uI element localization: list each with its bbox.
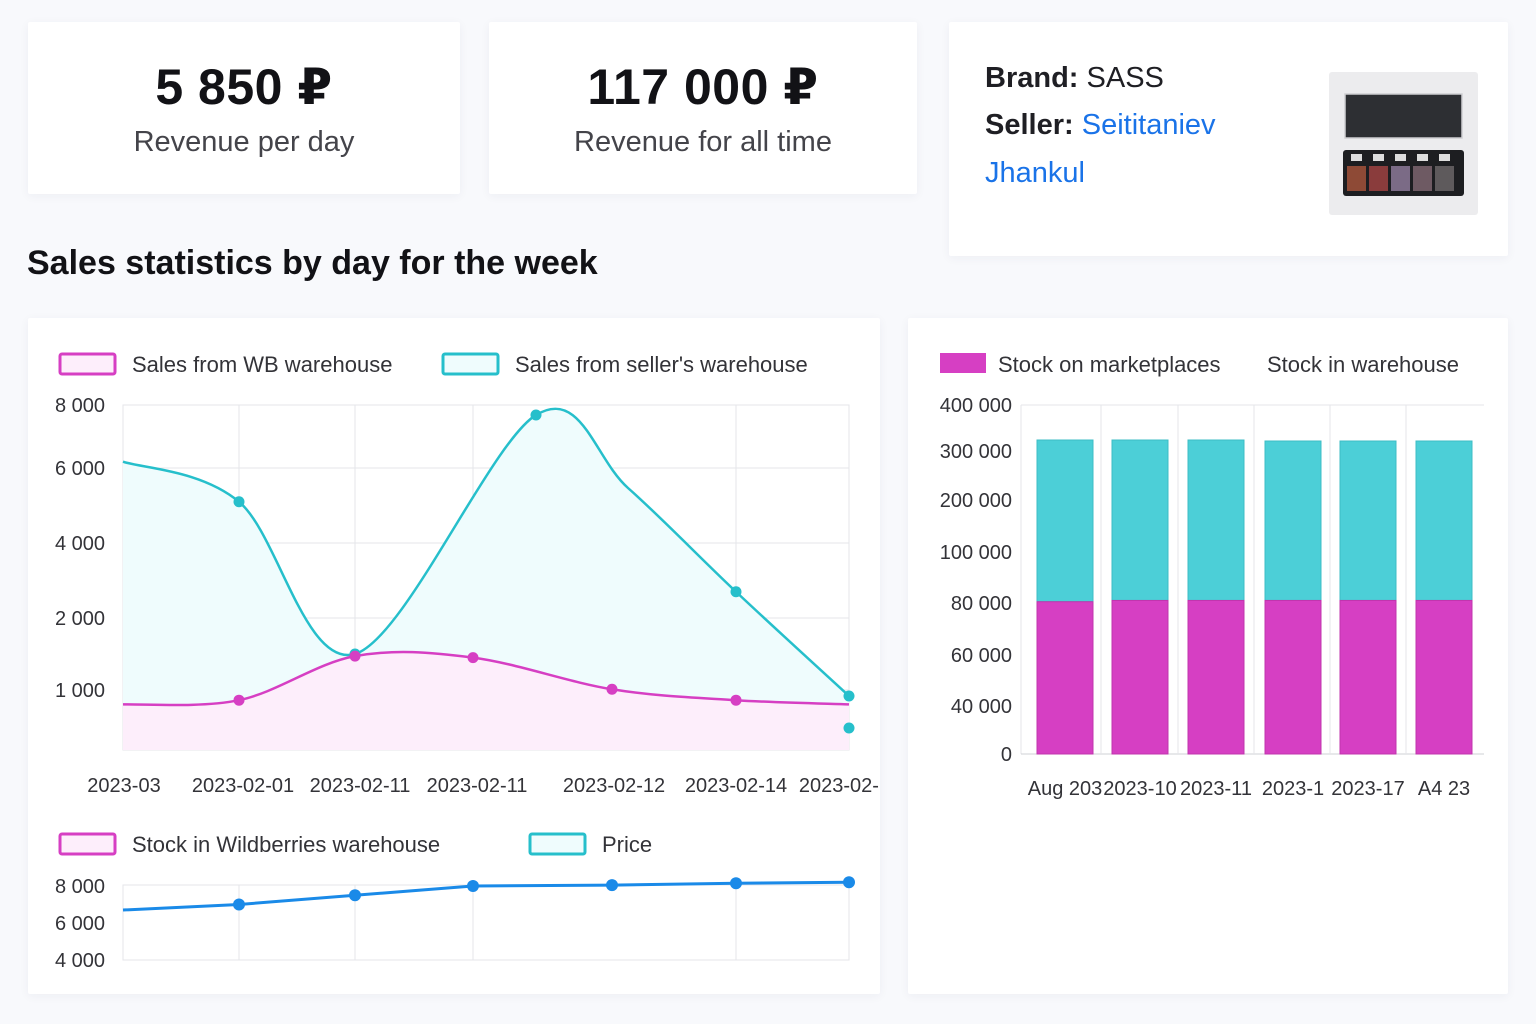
- price-point-2: [349, 889, 361, 902]
- sales-x-tick-7: 2023-02-14: [799, 775, 880, 797]
- sales-y-tick-0: 8 000: [55, 395, 105, 417]
- brand-value: SASS: [1086, 62, 1164, 94]
- stock-bar-marketplaces-4: [1339, 599, 1397, 755]
- product-image[interactable]: [1329, 72, 1478, 215]
- revenue-per-day-value: 5 850 ₽: [155, 59, 333, 115]
- price-point-3: [467, 880, 479, 892]
- sales-y-tick-3: 2 000: [55, 608, 105, 630]
- stock-x-tick-1: 2023-10: [1103, 778, 1176, 800]
- sales-x-tick-6: 2023-02-14: [685, 775, 787, 797]
- sales-y-tick-1: 6 000: [55, 458, 105, 480]
- sales-y-tick-2: 4 000: [55, 533, 105, 555]
- stock-x-tick-5: A4 23: [1418, 778, 1470, 800]
- stock-bar-warehouse-1: [1111, 439, 1169, 601]
- revenue-per-day-label: Revenue per day: [133, 126, 355, 158]
- stock-x-tick-0: Aug 203: [1028, 778, 1103, 800]
- wb-sales-point-2: [349, 650, 361, 662]
- stock-bar-marketplaces-0: [1036, 601, 1094, 755]
- seller-link-line1[interactable]: Seititaniev: [1081, 109, 1216, 141]
- sales-x-tick-3: 2023-02-11: [427, 775, 528, 797]
- stock-bar-marketplaces-3: [1264, 599, 1322, 755]
- stock-y-tick-3: 100 000: [940, 542, 1012, 564]
- seller-sales-point-1: [233, 496, 245, 508]
- stock-bar-marketplaces-5: [1415, 599, 1473, 755]
- stock-x-tick-2: 2023-11: [1180, 778, 1252, 800]
- legend-wb-stock-swatch: [58, 832, 117, 856]
- wb-sales-point-3: [467, 652, 479, 664]
- seller-sales-point-6: [843, 690, 855, 702]
- revenue-all-time-value: 117 000 ₽: [587, 59, 819, 115]
- seller-row: Seller: Seititaniev: [985, 109, 1216, 142]
- stock-bar-marketplaces-2: [1187, 599, 1245, 755]
- seller-sales-point-3: [530, 409, 542, 421]
- stock-y-tick-2: 200 000: [940, 490, 1012, 512]
- stock-y-tick-7: 0: [1001, 744, 1012, 766]
- stock-bar-warehouse-5: [1415, 440, 1473, 601]
- sales-charts-svg: Sales from WB warehouse Sales from seller…: [55, 352, 901, 972]
- seller-key: Seller:: [985, 109, 1074, 141]
- sales-x-tick-2: 2023-02-11: [310, 775, 411, 797]
- price-point-5: [730, 877, 742, 890]
- brand-row: Brand: SASS: [985, 62, 1164, 95]
- wb-sales-point-5: [730, 694, 742, 706]
- brand-key: Brand:: [985, 62, 1079, 94]
- revenue-all-time-card: 117 000 ₽ Revenue for all time: [489, 22, 917, 194]
- price-y-tick-0: 8 000: [55, 876, 105, 898]
- stock-y-tick-0: 400 000: [940, 395, 1012, 417]
- wb-sales-point-1: [233, 694, 245, 706]
- legend-warehouse-label: Stock in warehouse: [1267, 352, 1459, 377]
- stock-bar-warehouse-2: [1187, 439, 1245, 601]
- sales-y-tick-4: 1 000: [55, 680, 105, 702]
- legend-price-swatch: [528, 832, 587, 856]
- sales-x-tick-1: 2023-02-01: [192, 775, 294, 797]
- seller-row-2: Jhankul: [985, 157, 1085, 190]
- product-info-card: Brand: SASS Seller: Seititaniev Jhankul: [949, 22, 1508, 256]
- seller-sales-point-5: [730, 586, 742, 598]
- stock-x-tick-4: 2023-17: [1331, 778, 1404, 800]
- legend-seller-sales-swatch: [441, 352, 500, 376]
- stock-bar-warehouse-3: [1264, 440, 1322, 601]
- price-point-1: [233, 898, 245, 911]
- legend-price-label: Price: [602, 832, 652, 857]
- legend-wb-stock-label: Stock in Wildberries warehouse: [132, 832, 440, 857]
- price-point-4: [606, 879, 618, 892]
- price-y-tick-2: 4 000: [55, 950, 105, 972]
- legend-wb-sales-swatch: [58, 352, 117, 376]
- sales-chart-card: Sales from WB warehouse Sales from seller…: [28, 318, 901, 994]
- stock-y-tick-6: 40 000: [951, 696, 1012, 718]
- revenue-all-time-label: Revenue for all time: [574, 126, 832, 158]
- legend-seller-sales-label: Sales from seller's warehouse: [515, 352, 808, 377]
- sales-x-tick-0: 2023-03: [87, 775, 160, 797]
- seller-sales-end-point: [843, 722, 855, 734]
- sales-x-tick-5: 2023-02-12: [563, 775, 665, 797]
- legend-wb-sales-label: Sales from WB warehouse: [132, 352, 392, 377]
- legend-marketplaces-swatch: [940, 353, 986, 373]
- stock-y-tick-4: 80 000: [951, 593, 1012, 615]
- legend-marketplaces-label: Stock on marketplaces: [998, 352, 1221, 377]
- stock-y-tick-1: 300 000: [940, 441, 1012, 463]
- seller-link-line2[interactable]: Jhankul: [985, 157, 1085, 189]
- stock-bar-marketplaces-1: [1111, 599, 1169, 755]
- stock-chart-svg: Stock on marketplaces Stock in warehouse 4…: [940, 352, 1484, 800]
- revenue-per-day-card: 5 850 ₽ Revenue per day: [28, 22, 460, 194]
- stock-chart-card: Stock on marketplaces Stock in warehouse 4…: [908, 318, 1508, 994]
- wb-sales-area: [123, 652, 849, 750]
- section-title: Sales statistics by day for the week: [27, 244, 598, 282]
- eyeshadow-palette-image: [1343, 93, 1464, 196]
- price-y-tick-1: 6 000: [55, 913, 105, 935]
- stock-x-tick-3: 2023-1: [1262, 778, 1324, 800]
- seller-sales-area: [123, 408, 849, 750]
- wb-sales-point-4: [606, 683, 618, 695]
- stock-y-tick-5: 60 000: [951, 645, 1012, 667]
- price-plot-frame: [122, 884, 850, 961]
- stock-bar-warehouse-4: [1339, 440, 1397, 601]
- stock-bar-warehouse-0: [1036, 439, 1094, 603]
- price-point-6: [843, 876, 855, 889]
